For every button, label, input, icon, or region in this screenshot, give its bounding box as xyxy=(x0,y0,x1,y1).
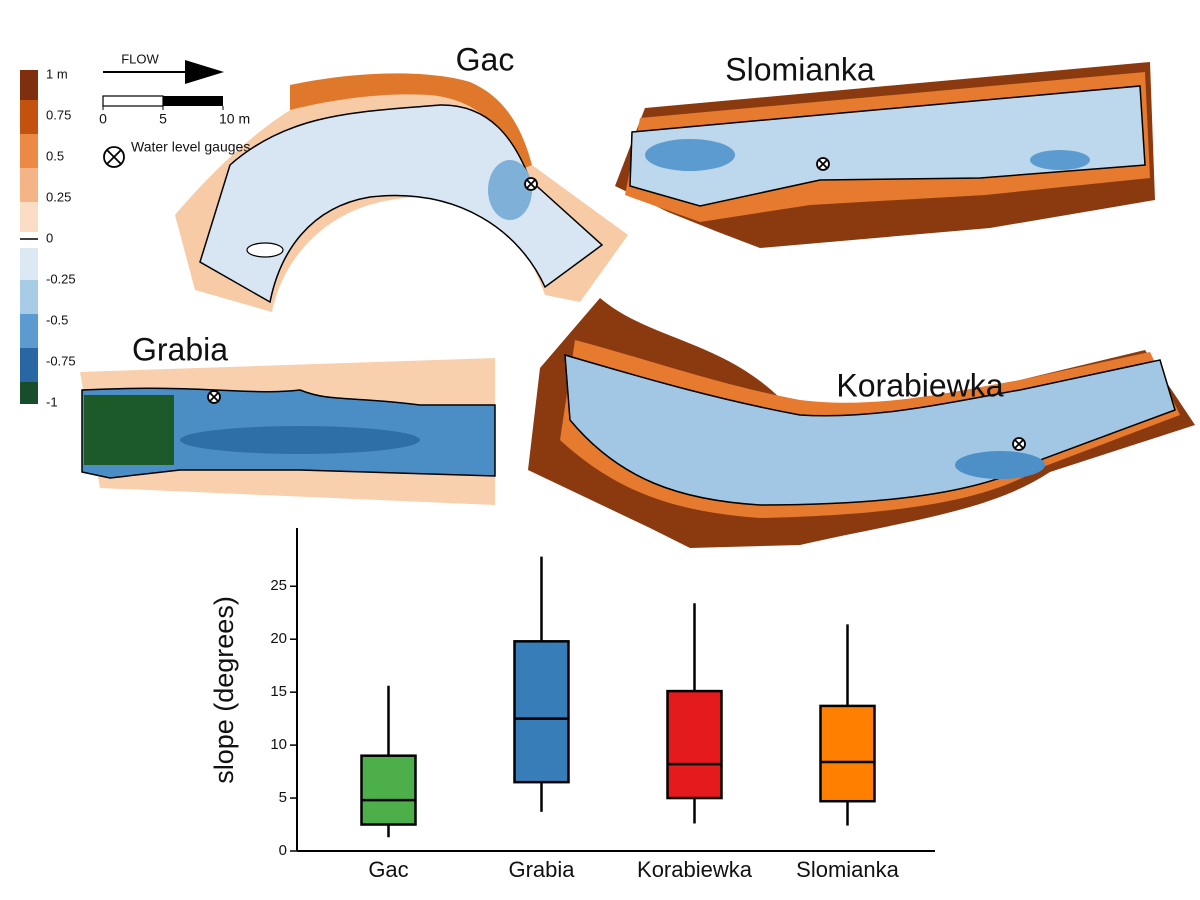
colorbar-label: 0.75 xyxy=(46,107,71,122)
colorbar-label: -1 xyxy=(46,394,58,409)
box xyxy=(513,640,570,784)
y-tick-label: 15 xyxy=(270,683,287,700)
y-tick-label: 20 xyxy=(270,630,287,647)
map-korabiewka xyxy=(528,298,1195,548)
y-axis-label: slope (degrees) xyxy=(209,596,239,784)
flow-label: FLOW xyxy=(121,51,159,66)
map-title: Grabia xyxy=(132,331,228,367)
x-tick-label: Gac xyxy=(368,857,408,882)
gauge-label: Water level gauges xyxy=(131,139,250,155)
colorbar-label: -0.5 xyxy=(46,312,68,327)
y-tick-label: 10 xyxy=(270,736,287,753)
box xyxy=(666,689,723,800)
colorbar-label: -0.25 xyxy=(46,271,76,286)
colorbar-label: 0.5 xyxy=(46,148,64,163)
y-tick-label: 5 xyxy=(279,789,287,806)
map-slomianka xyxy=(615,62,1155,248)
y-tick-label: 0 xyxy=(279,842,287,859)
colorbar xyxy=(20,70,38,404)
colorbar-label: -0.75 xyxy=(46,353,76,368)
map-title: Slomianka xyxy=(725,51,875,87)
map-gac xyxy=(175,73,628,312)
box xyxy=(360,754,417,826)
colorbar-label: 0 xyxy=(46,230,53,245)
scale-label: 0 xyxy=(99,111,107,127)
map-title: Korabiewka xyxy=(836,367,1003,403)
gauges xyxy=(103,146,1026,451)
scale-label: 10 m xyxy=(219,111,250,127)
box xyxy=(819,704,876,803)
scale-bar-black xyxy=(163,96,223,106)
colorbar-label: 0.25 xyxy=(46,189,71,204)
scale-label: 5 xyxy=(159,111,167,127)
map-grabia xyxy=(80,358,496,505)
x-tick-label: Grabia xyxy=(508,857,575,882)
map-title: Gac xyxy=(456,41,515,77)
colorbar-label: 1 m xyxy=(46,66,68,81)
x-tick-label: Korabiewka xyxy=(637,857,753,882)
y-tick-label: 25 xyxy=(270,577,287,594)
flow-arrowhead xyxy=(185,60,224,84)
scale-bar-white xyxy=(102,95,164,107)
x-tick-label: Slomianka xyxy=(796,857,899,882)
